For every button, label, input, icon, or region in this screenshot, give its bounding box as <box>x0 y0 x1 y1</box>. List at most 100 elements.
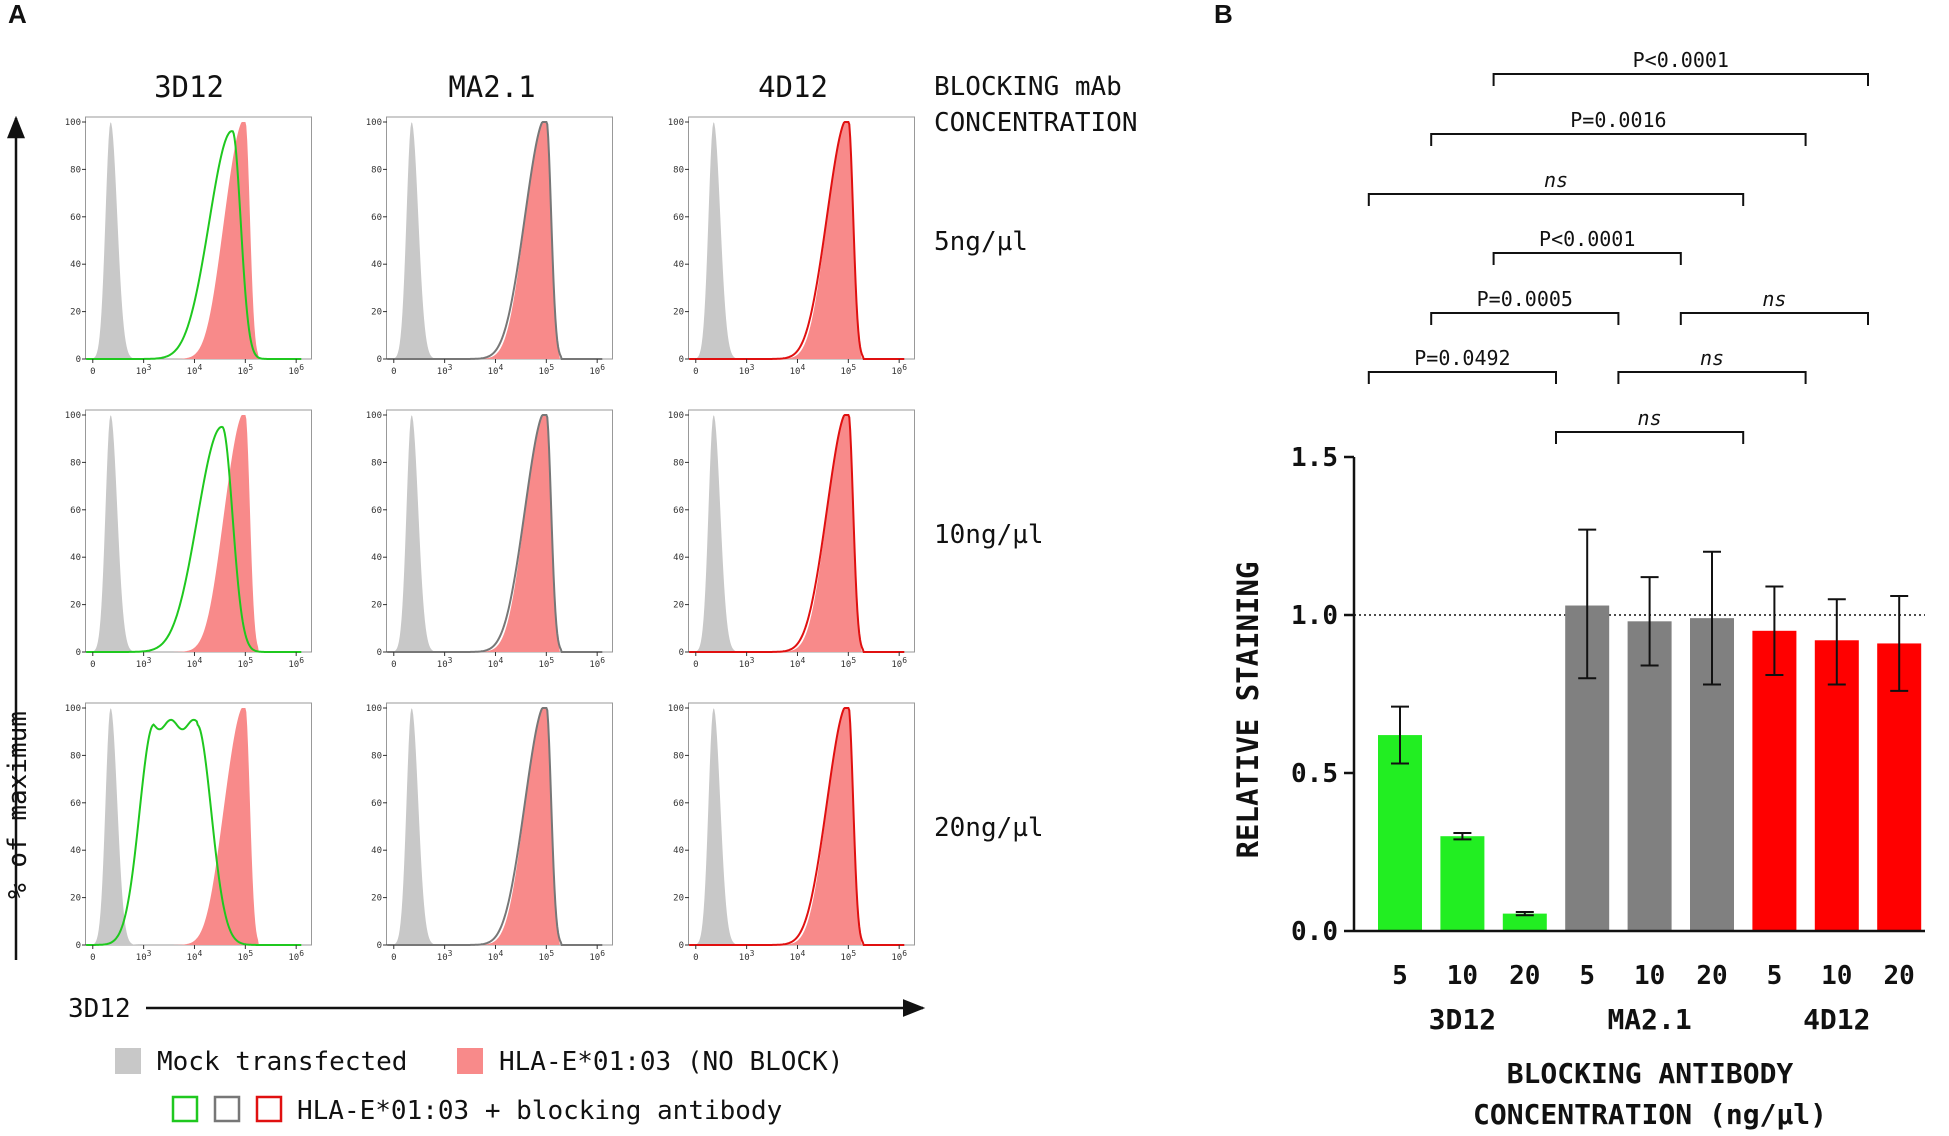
bar-x-axis-label-line-1: BLOCKING ANTIBODY <box>1507 1057 1794 1090</box>
y-tick-label: 80 <box>70 165 81 175</box>
mock-histogram <box>689 708 915 945</box>
histogram-frame <box>386 116 613 360</box>
histogram-panel: 0 20 40 60 80 100 0 103 104 105 106 <box>668 116 915 377</box>
histogram-panel: 0 20 40 60 80 100 0 103 104 105 106 <box>366 409 613 670</box>
y-tick-label: 0 <box>377 355 382 365</box>
y-axis-label: % of maximum <box>3 711 33 899</box>
group-label: MA2.1 <box>1607 1003 1691 1036</box>
blocking-histogram <box>86 130 302 360</box>
y-tick-label: 40 <box>673 846 684 856</box>
bar-y-tick-label: 1.5 <box>1291 443 1338 473</box>
y-tick-label: 80 <box>70 458 81 468</box>
x-tick-label: 104 <box>790 949 806 963</box>
blocking-histogram <box>689 121 905 360</box>
y-tick-label: 20 <box>673 308 684 318</box>
x-tick-exponent: 6 <box>299 949 304 958</box>
x-tick-exponent: 5 <box>549 363 554 372</box>
histogram-panel: 0 20 40 60 80 100 0 103 104 105 106 <box>65 702 312 963</box>
category-label: 5 <box>1767 961 1783 991</box>
blocking-histogram <box>387 707 603 946</box>
blocking-histogram <box>387 121 603 360</box>
x-tick-exponent: 3 <box>750 363 755 372</box>
column-title-4d12: 4D12 <box>758 70 828 104</box>
y-tick-label: 20 <box>371 894 382 904</box>
y-tick-label: 60 <box>673 799 684 809</box>
x-tick-exponent: 3 <box>448 656 453 665</box>
x-tick-label: 0 <box>391 367 396 377</box>
histogram-frame <box>688 409 915 653</box>
y-tick-label: 40 <box>673 553 684 563</box>
x-tick-exponent: 5 <box>549 949 554 958</box>
x-tick-label: 106 <box>288 363 304 377</box>
mock-histogram <box>86 415 312 652</box>
x-tick-label: 103 <box>437 363 453 377</box>
category-label: 10 <box>1821 961 1852 991</box>
side-header-line-2: CONCENTRATION <box>934 108 1138 138</box>
column-title-ma21: MA2.1 <box>448 70 535 104</box>
y-tick-label: 40 <box>371 846 382 856</box>
bar <box>1814 640 1859 931</box>
x-tick-label: 103 <box>739 949 755 963</box>
legend-swatch-3d12 <box>171 1095 199 1123</box>
histogram-panel: 0 20 40 60 80 100 0 103 104 105 106 <box>65 409 312 670</box>
y-tick-label: 20 <box>673 601 684 611</box>
y-tick-label: 80 <box>673 165 684 175</box>
x-tick-label: 105 <box>237 949 253 963</box>
y-tick-label: 20 <box>371 308 382 318</box>
bar-y-tick-label: 0.5 <box>1291 759 1338 789</box>
x-tick-label: 0 <box>90 367 95 377</box>
legend-swatch-mock <box>115 1048 141 1074</box>
y-tick-label: 60 <box>70 213 81 223</box>
histogram-panel: 0 20 40 60 80 100 0 103 104 105 106 <box>668 702 915 963</box>
x-tick-label: 0 <box>391 660 396 670</box>
mock-histogram <box>689 122 915 359</box>
row-label-20: 20ng/µl <box>934 813 1044 843</box>
x-tick-exponent: 3 <box>147 656 152 665</box>
y-tick-label: 0 <box>76 355 81 365</box>
x-tick-exponent: 4 <box>498 656 503 665</box>
x-tick-label: 0 <box>693 953 698 963</box>
x-tick-label: 106 <box>891 363 907 377</box>
significance-label: ns <box>1700 346 1724 370</box>
bar <box>1378 735 1422 931</box>
x-tick-exponent: 5 <box>248 363 253 372</box>
legend-label-mock: Mock transfected <box>157 1047 407 1077</box>
x-tick-label: 103 <box>437 656 453 670</box>
x-tick-label: 106 <box>891 949 907 963</box>
x-tick-exponent: 3 <box>750 656 755 665</box>
y-tick-label: 60 <box>70 506 81 516</box>
x-tick-label: 103 <box>437 949 453 963</box>
mock-histogram <box>86 122 312 359</box>
histogram-panel: 0 20 40 60 80 100 0 103 104 105 106 <box>366 116 613 377</box>
y-tick-label: 0 <box>377 941 382 951</box>
mock-histogram <box>387 708 613 945</box>
y-tick-label: 60 <box>371 799 382 809</box>
histogram-frame <box>85 116 312 360</box>
x-tick-exponent: 4 <box>800 363 805 372</box>
x-tick-label: 106 <box>589 949 605 963</box>
bar-y-axis-label: RELATIVE STAINING <box>1231 562 1265 859</box>
y-tick-label: 20 <box>70 308 81 318</box>
x-tick-label: 106 <box>288 949 304 963</box>
blocking-histogram <box>86 718 302 946</box>
x-tick-label: 106 <box>589 656 605 670</box>
bar-y-tick-label: 1.0 <box>1291 601 1338 631</box>
category-label: 20 <box>1696 961 1727 991</box>
histogram-frame <box>688 116 915 360</box>
y-tick-label: 80 <box>371 165 382 175</box>
blocking-histogram <box>689 414 905 653</box>
legend-label-blocking: HLA-E*01:03 + blocking antibody <box>297 1096 782 1126</box>
significance-label: P=0.0005 <box>1477 287 1573 311</box>
y-tick-label: 60 <box>371 213 382 223</box>
significance-bracket <box>1617 371 1807 384</box>
x-tick-label: 0 <box>391 953 396 963</box>
x-tick-label: 104 <box>790 363 806 377</box>
x-tick-label: 106 <box>288 656 304 670</box>
x-tick-label: 104 <box>187 656 203 670</box>
bar <box>1752 630 1797 931</box>
y-tick-label: 100 <box>366 704 382 714</box>
y-tick-label: 80 <box>371 751 382 761</box>
blocking-histogram <box>689 707 905 946</box>
x-tick-label: 105 <box>840 656 856 670</box>
